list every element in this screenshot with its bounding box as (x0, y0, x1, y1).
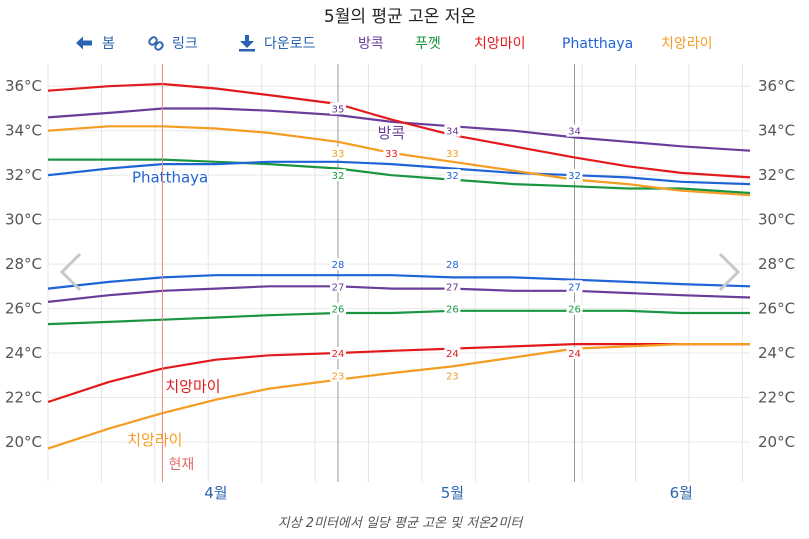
value-label: 28 (332, 260, 345, 271)
value-label-bg (566, 169, 583, 182)
value-label: 24 (332, 349, 345, 360)
y-tick-label: 34°C (758, 122, 795, 140)
series-name-label: 치앙라이 (127, 431, 182, 449)
y-tick-label: 32°C (758, 166, 795, 184)
value-label: 32 (568, 171, 581, 182)
toolbar: 봄 링크 다운로드 (76, 35, 316, 52)
back-button-label: 봄 (102, 36, 115, 52)
download-button[interactable]: 다운로드 (239, 35, 316, 52)
value-label-bg (444, 302, 461, 315)
y-tick-label: 30°C (758, 211, 795, 229)
link-button[interactable]: 링크 (148, 36, 198, 52)
y-axis-left: 20°C 22°C 24°C 26°C 28°C 30°C 32°C 34°C 36°C (5, 77, 42, 451)
y-tick-label: 22°C (758, 389, 795, 407)
value-label: 32 (446, 171, 459, 182)
value-label-bg (383, 146, 400, 159)
value-label: 32 (332, 171, 345, 182)
chevron-right-icon (718, 252, 741, 292)
now-label: 현재 (168, 457, 194, 473)
legend-item-chiangrai[interactable]: 치앙라이 (661, 36, 713, 52)
y-tick-label: 36°C (5, 77, 42, 95)
legend-item-pattaya[interactable]: Phatthaya (562, 36, 633, 52)
value-label-bg (329, 369, 346, 382)
back-button[interactable]: 봄 (76, 36, 115, 52)
value-label-bg (566, 347, 583, 360)
chart-title: 5월의 평균 고온 저온 (324, 7, 476, 27)
value-label: 23 (446, 371, 459, 382)
value-label-bg (444, 169, 461, 182)
legend: 방콕 푸껫 치앙마이 Phatthaya 치앙라이 (358, 36, 713, 52)
month-label: 6월 (670, 484, 693, 502)
value-labels: 353434272727방콕32323226262633242424치앙마이32… (126, 102, 583, 450)
value-label-bg (444, 146, 461, 159)
value-label-bg (329, 347, 346, 360)
value-label-bg (444, 280, 461, 293)
legend-item-bangkok[interactable]: 방콕 (358, 36, 384, 52)
series-name-label: 방콕 (378, 124, 406, 142)
value-label-bg (329, 258, 346, 271)
value-label: 27 (446, 282, 459, 293)
value-label-bg (329, 102, 346, 115)
link-button-label: 링크 (172, 36, 198, 52)
y-tick-label: 34°C (5, 122, 42, 140)
value-label-bg (566, 302, 583, 315)
link-icon (148, 36, 164, 51)
value-label-bg (444, 124, 461, 137)
value-label: 34 (568, 127, 581, 138)
value-label: 24 (446, 349, 459, 360)
y-tick-label: 30°C (5, 211, 42, 229)
value-label-bg (566, 280, 583, 293)
value-label-bg (329, 302, 346, 315)
y-tick-label: 32°C (5, 166, 42, 184)
value-label-bg (444, 258, 461, 271)
month-label: 5월 (441, 484, 464, 502)
y-tick-label: 20°C (5, 433, 42, 451)
arrow-left-icon (76, 36, 92, 50)
y-tick-label: 36°C (758, 77, 795, 95)
value-label-bg (329, 280, 346, 293)
value-label: 26 (568, 305, 581, 316)
y-tick-label: 24°C (758, 344, 795, 362)
y-tick-label: 24°C (5, 344, 42, 362)
value-label-bg (444, 347, 461, 360)
value-label: 33 (332, 149, 345, 160)
value-label: 34 (446, 127, 459, 138)
value-label: 26 (446, 305, 459, 316)
value-label: 28 (446, 260, 459, 271)
value-label-bg (566, 124, 583, 137)
value-label: 33 (446, 149, 459, 160)
value-label-bg (444, 369, 461, 382)
y-tick-label: 26°C (758, 300, 795, 318)
chart-caption: 지상 2미터에서 일당 평균 고온 및 저온2미터 (278, 516, 525, 531)
chevron-left-icon (59, 252, 82, 292)
y-axis-right: 20°C 22°C 24°C 26°C 28°C 30°C 32°C 34°C 36°C (758, 77, 795, 451)
y-tick-label: 28°C (758, 255, 795, 273)
next-button[interactable] (718, 252, 741, 292)
y-tick-label: 28°C (5, 255, 42, 273)
value-label-bg (329, 169, 346, 182)
y-tick-label: 22°C (5, 389, 42, 407)
y-tick-label: 20°C (758, 433, 795, 451)
prev-button[interactable] (59, 252, 82, 292)
legend-item-phuket[interactable]: 푸껫 (415, 36, 441, 52)
x-axis: 4월 5월 6월 (204, 484, 693, 502)
value-label: 27 (568, 282, 581, 293)
value-label: 35 (332, 104, 345, 115)
download-icon (239, 35, 255, 52)
value-label: 27 (332, 282, 345, 293)
series-name-label: Phatthaya (132, 168, 208, 186)
value-label: 23 (332, 371, 345, 382)
month-label: 4월 (204, 484, 227, 502)
legend-item-chiangmai[interactable]: 치앙마이 (474, 36, 526, 52)
y-tick-label: 26°C (5, 300, 42, 318)
value-label: 24 (568, 349, 581, 360)
value-label: 26 (332, 305, 345, 316)
value-label-bg (329, 146, 346, 159)
download-button-label: 다운로드 (264, 36, 316, 52)
series-name-label: 치앙마이 (165, 377, 220, 395)
value-label: 33 (385, 149, 398, 160)
